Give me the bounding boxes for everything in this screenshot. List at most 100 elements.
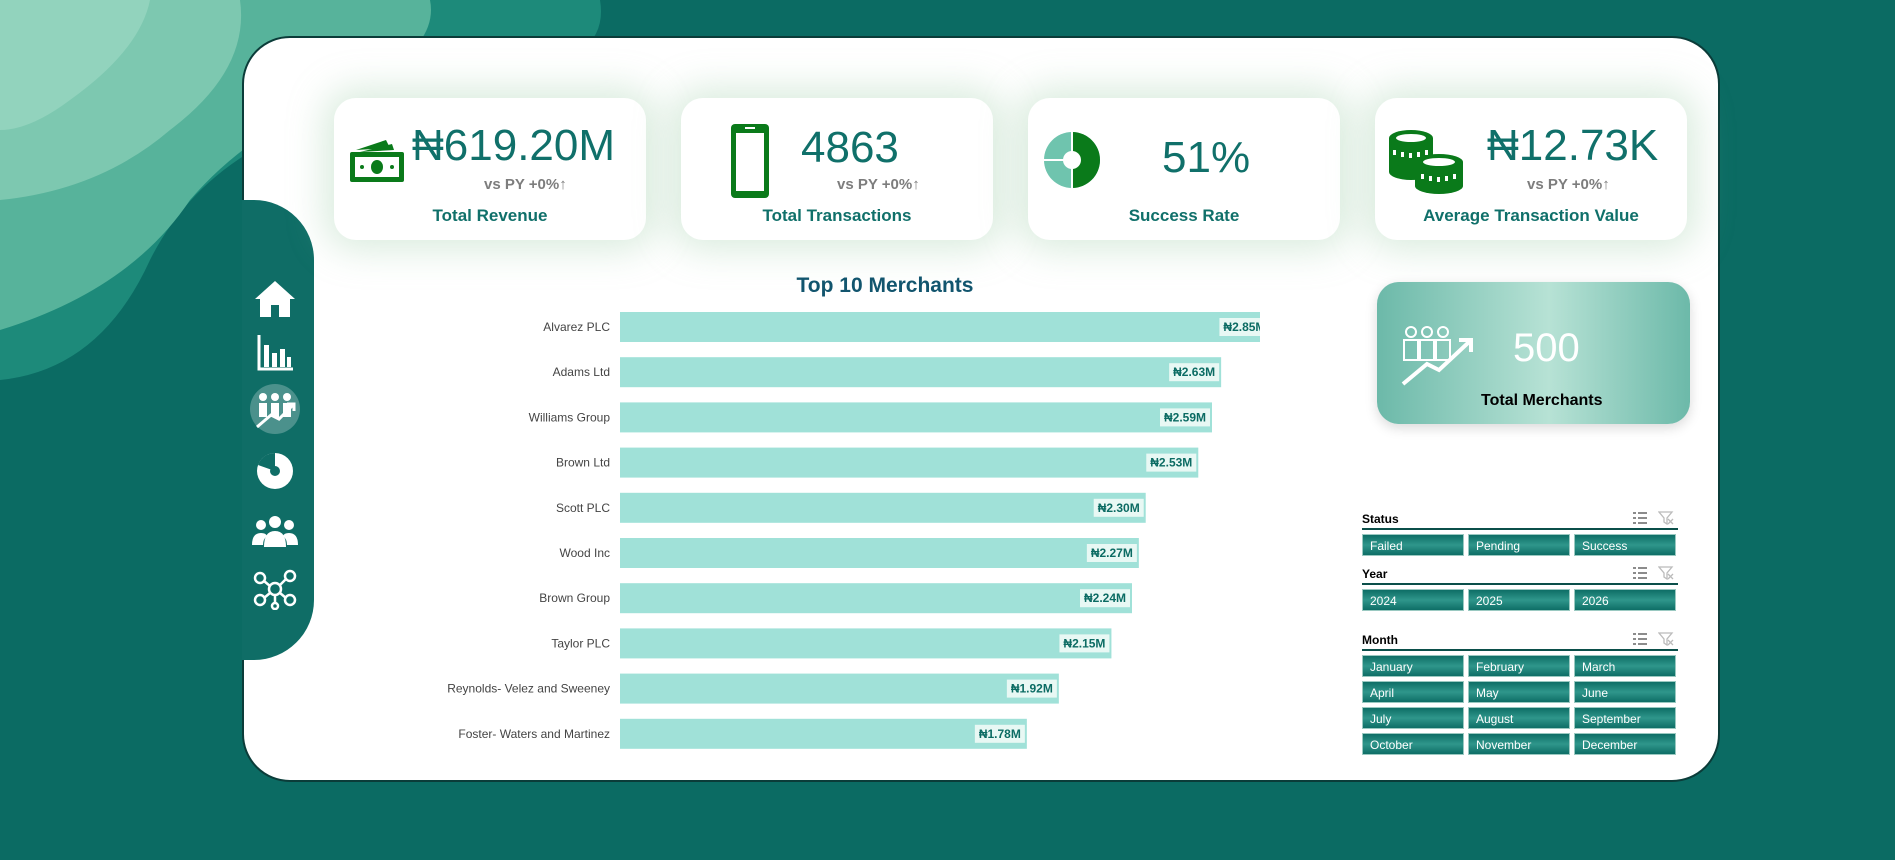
bar-chart-icon	[257, 335, 293, 371]
data-label-background	[974, 724, 1025, 743]
data-label: ₦1.78M	[979, 727, 1021, 741]
bar[interactable]	[620, 312, 1260, 342]
kpi-value: ₦619.20M	[412, 121, 616, 170]
category-label: Wood Inc	[560, 546, 610, 560]
kpi-label: Average Transaction Value	[1423, 206, 1639, 225]
slicer-year: Year 2024 2025 2026	[1362, 563, 1678, 611]
data-label-background	[1219, 318, 1260, 336]
category-label: Reynolds- Velez and Sweeney	[447, 682, 610, 696]
slicer-option[interactable]: March	[1574, 655, 1676, 677]
donut-icon	[1044, 132, 1100, 188]
slicer-option[interactable]: Success	[1574, 534, 1676, 556]
bar[interactable]	[620, 583, 1132, 614]
category-label: Foster- Waters and Martinez	[458, 727, 610, 741]
data-label: ₦2.85M	[1223, 320, 1260, 334]
growth-people-icon	[1401, 326, 1473, 386]
slicer-option[interactable]: November	[1468, 733, 1570, 755]
total-merchants-label: Total Merchants	[1481, 392, 1603, 409]
bar[interactable]	[620, 357, 1222, 388]
kpi-card-total-merchants: 500 Total Merchants	[1377, 282, 1690, 424]
bar[interactable]	[620, 492, 1146, 523]
slicer-option[interactable]: Pending	[1468, 534, 1570, 556]
clear-filter-icon[interactable]	[1658, 566, 1674, 580]
data-label-background	[1086, 544, 1137, 562]
slicer-option[interactable]: April	[1362, 681, 1464, 703]
slicer-month: Month January February March April May June Ju…	[1362, 629, 1678, 755]
slicer-option[interactable]: 2024	[1362, 589, 1464, 611]
data-label: ₦1.92M	[1011, 682, 1053, 696]
kpi-label: Total Revenue	[432, 206, 548, 225]
bar[interactable]	[620, 447, 1199, 478]
slicer-option[interactable]: Failed	[1362, 534, 1464, 556]
slicer-header: Month	[1362, 629, 1678, 651]
slicer-header: Status	[1362, 508, 1678, 530]
data-label-background	[1169, 363, 1220, 382]
cash-icon	[350, 140, 404, 182]
slicer-option[interactable]: September	[1574, 707, 1676, 729]
bar[interactable]	[620, 628, 1112, 659]
data-label-background	[1160, 408, 1210, 427]
slicer-option[interactable]: October	[1362, 733, 1464, 755]
slicer-title: Year	[1362, 567, 1388, 581]
kpi-label: Success Rate	[1128, 206, 1240, 225]
slicer-header: Year	[1362, 563, 1678, 585]
sidebar-item-merchants[interactable]	[250, 384, 300, 434]
multi-select-icon[interactable]	[1632, 632, 1648, 646]
network-icon	[253, 569, 297, 610]
clear-filter-icon[interactable]	[1658, 511, 1674, 525]
kpi-value: ₦12.73K	[1487, 121, 1659, 170]
slicer-option[interactable]: July	[1362, 707, 1464, 729]
bar[interactable]	[620, 538, 1139, 568]
slicer-option[interactable]: February	[1468, 655, 1570, 677]
kpi-comparison: vs PY +0%↑	[1527, 176, 1610, 193]
slicer-option[interactable]: 2025	[1468, 589, 1570, 611]
data-label: ₦2.53M	[1150, 456, 1192, 470]
slicer-option[interactable]: August	[1468, 707, 1570, 729]
data-label: ₦2.24M	[1084, 591, 1126, 605]
sidebar-item-users[interactable]	[250, 506, 300, 556]
data-label-background	[1146, 453, 1197, 472]
bar[interactable]	[620, 673, 1059, 704]
kpi-comparison: vs PY +0%↑	[484, 176, 567, 193]
data-label: ₦2.15M	[1063, 636, 1105, 650]
clear-filter-icon[interactable]	[1658, 632, 1674, 646]
top-merchants-bar-chart: Alvarez PLC ₦2.85M Adams Ltd ₦2.63M Williams…	[447, 312, 1260, 749]
slicer-option[interactable]: May	[1468, 681, 1570, 703]
data-label: ₦2.59M	[1164, 410, 1206, 424]
data-label-background	[1006, 679, 1057, 698]
sidebar-nav	[242, 200, 314, 660]
category-label: Scott PLC	[556, 501, 610, 515]
slicer-option[interactable]: December	[1574, 733, 1676, 755]
category-label: Brown Group	[539, 591, 610, 605]
slicer-option[interactable]: 2026	[1574, 589, 1676, 611]
slicer-title: Month	[1362, 633, 1398, 647]
sidebar-item-home[interactable]	[250, 274, 300, 324]
data-label: ₦2.30M	[1098, 501, 1140, 515]
multi-select-icon[interactable]	[1632, 566, 1648, 580]
slicer-option[interactable]: June	[1574, 681, 1676, 703]
data-label: ₦2.27M	[1091, 546, 1133, 560]
slicer-option[interactable]: January	[1362, 655, 1464, 677]
category-label: Alvarez PLC	[543, 320, 610, 334]
kpi-card-average-transaction-value: ₦12.73K vs PY +0%↑ Average Transaction V…	[1375, 98, 1687, 240]
multi-select-icon[interactable]	[1632, 511, 1648, 525]
category-label: Adams Ltd	[553, 365, 610, 379]
chart-title: Top 10 Merchants	[796, 274, 974, 297]
data-label-background	[1080, 589, 1130, 608]
total-merchants-value: 500	[1513, 326, 1580, 370]
kpi-value: 4863	[801, 123, 899, 172]
bar[interactable]	[620, 718, 1027, 749]
sidebar-item-network[interactable]	[250, 564, 300, 614]
pie-chart-icon	[257, 452, 293, 489]
slicer-options: January February March April May June July Augu…	[1362, 655, 1678, 755]
growth-people-icon	[256, 393, 296, 429]
kpi-card-success-rate: 51% Success Rate	[1028, 98, 1340, 240]
kpi-label: Total Transactions	[762, 206, 912, 225]
coins-icon	[1389, 130, 1463, 194]
users-icon	[252, 516, 298, 547]
bar[interactable]	[620, 402, 1212, 433]
sidebar-item-bar-chart[interactable]	[250, 328, 300, 378]
kpi-comparison: vs PY +0%↑	[837, 176, 920, 193]
kpi-card-total-revenue: ₦619.20M vs PY +0%↑ Total Revenue	[334, 98, 646, 240]
sidebar-item-pie-chart[interactable]	[250, 446, 300, 496]
